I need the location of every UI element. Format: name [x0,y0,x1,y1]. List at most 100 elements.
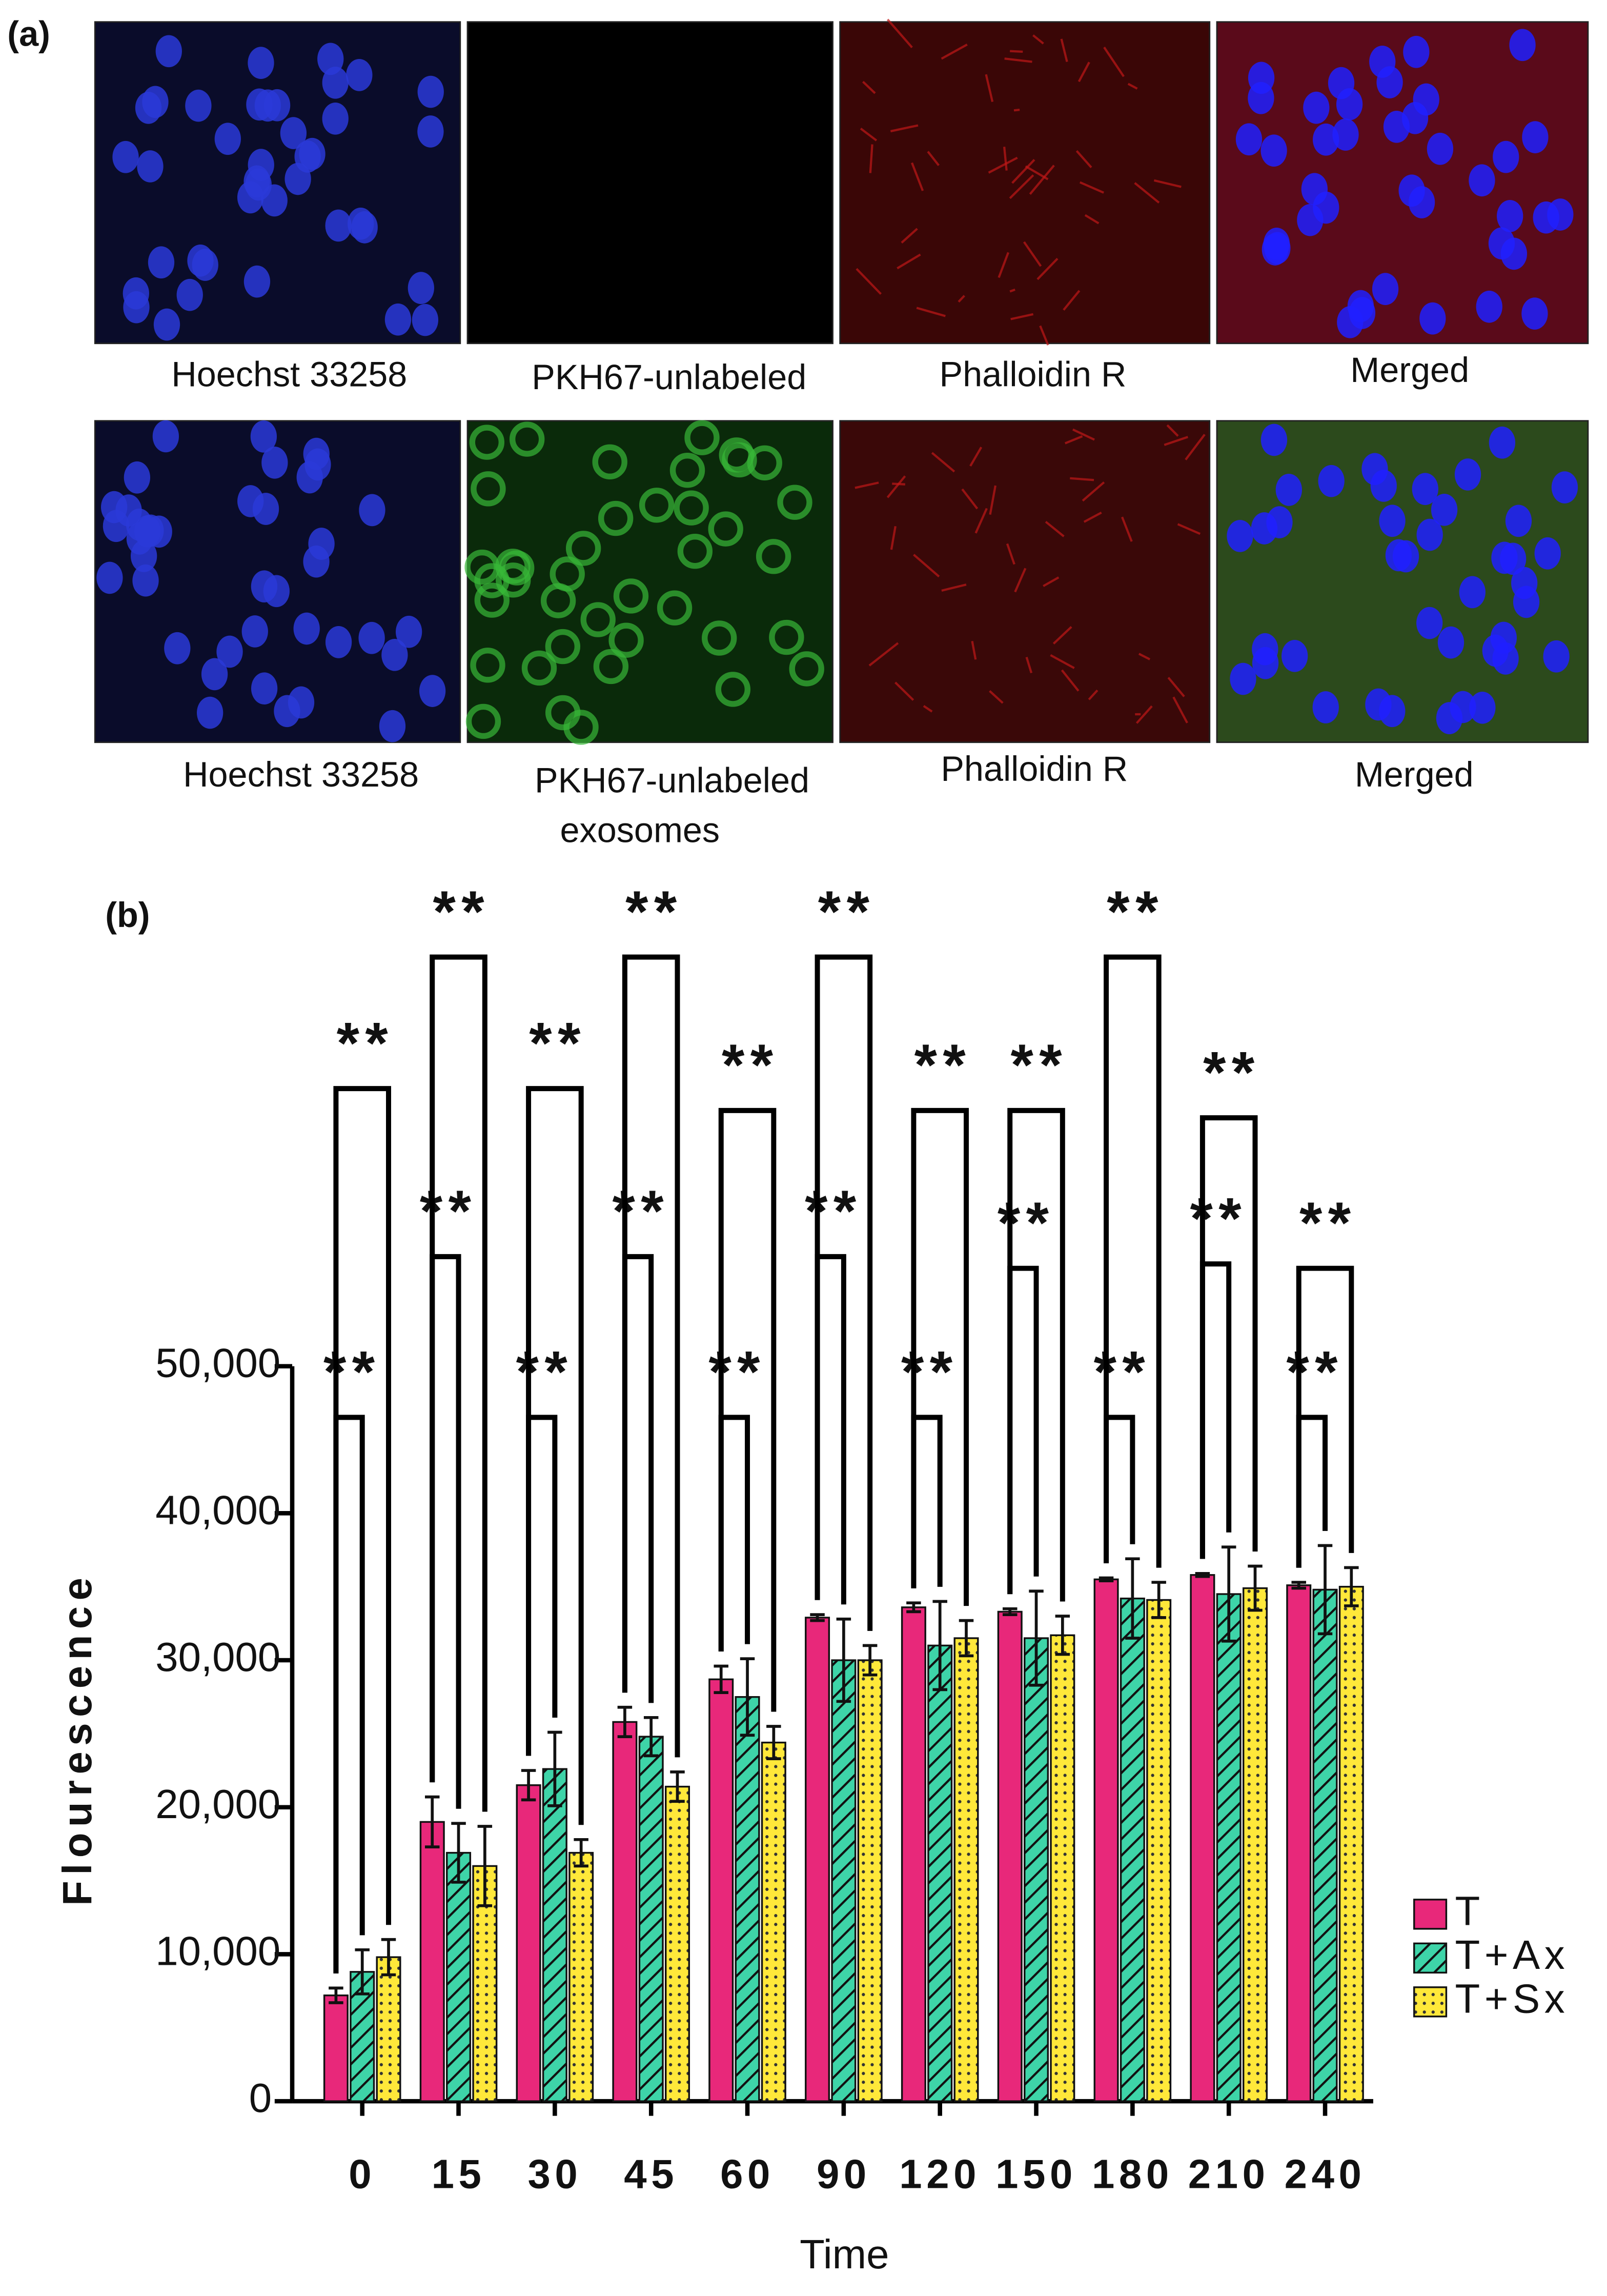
cell [769,619,804,655]
fiber [1063,290,1081,311]
nucleus [1263,227,1290,260]
cell [496,562,531,598]
nucleus [1332,118,1359,151]
bar [1286,1584,1312,2102]
nucleus [1547,198,1574,231]
nucleus [303,545,330,578]
x-axis-title: Time [800,2231,889,2277]
nucleus [1459,576,1486,609]
significance-label: ** [529,1011,586,1076]
cell [580,602,616,637]
cell [470,648,505,683]
caption: Merged [1350,351,1469,390]
bar [1242,1587,1268,2102]
nucleus [1416,518,1443,551]
nucleus [164,632,191,664]
fiber [856,268,882,295]
cell [677,533,713,569]
caption: Hoechst 33258 [183,755,419,794]
y-tick-label: 10,000 [155,1928,280,1973]
x-tick-label: 15 [432,2151,486,2197]
cell [684,420,720,455]
nucleus [243,265,271,298]
error-bar [1221,1545,1236,1643]
cell [708,511,743,547]
nucleus [1248,62,1275,94]
nucleus [237,485,264,517]
nucleus [358,621,385,654]
significance-label: ** [998,1191,1055,1256]
nucleus [187,244,214,277]
significance-label: ** [420,1179,477,1244]
cell [722,442,757,478]
fiber [855,481,879,489]
nucleus [280,117,307,149]
y-tick-label: 0 [249,2075,272,2121]
cell [474,582,510,618]
fiber [923,705,933,713]
nucleus [1260,424,1288,456]
nucleus [124,461,151,494]
nucleus [201,658,228,691]
fiber [1003,147,1008,171]
nucleus [1469,164,1495,197]
significance-label: ** [516,1340,574,1405]
cell [465,703,501,739]
nucleus [1476,290,1502,323]
fiber [1064,435,1083,445]
nucleus [1260,134,1287,167]
micrograph [839,420,1211,743]
significance-label: ** [1094,1340,1151,1405]
significance-bracket [1199,1261,1232,1559]
cell [592,444,627,480]
nucleus [1379,505,1406,537]
x-tick-label: 45 [624,2151,678,2197]
fiber [941,44,968,60]
x-tick-label: 120 [899,2151,981,2197]
significance-label: ** [433,879,490,944]
nucleus [153,308,180,341]
fiber [897,253,921,270]
nucleus [384,303,412,336]
fiber [1032,34,1044,45]
error-bar [521,1769,536,1802]
significance-bracket [718,1107,777,1712]
caption: PKH67-unlabeled [535,761,809,800]
fiber [1060,38,1068,62]
fiber [911,162,924,191]
nucleus [1275,474,1303,506]
fiber [1061,669,1080,692]
nucleus [1372,273,1399,306]
significance-label: ** [914,1033,972,1098]
nucleus [123,291,150,324]
x-tick-label: 150 [995,2151,1077,2197]
fiber [1166,424,1179,437]
fiber [931,452,955,473]
cell [495,549,531,584]
fiber [1010,313,1034,320]
fiber [1172,696,1188,723]
cell [702,620,737,656]
significance-bracket [526,1415,558,1756]
nucleus [1482,634,1509,667]
significance-label: ** [1190,1186,1247,1251]
cell [509,421,545,457]
nucleus [115,494,142,527]
fiber [901,228,918,244]
fiber [1077,62,1090,83]
fiber [1045,520,1065,537]
bar [376,1956,401,2102]
error-bar [355,1948,370,1996]
error-bar [1344,1566,1359,1607]
fiber [1023,241,1042,267]
x-tick-label: 0 [349,2151,376,2197]
fiber [1025,165,1049,180]
error-bar [810,1613,825,1622]
bar [568,1851,594,2102]
nucleus [1383,110,1410,143]
error-bar [424,1795,440,1848]
error-bar [766,1725,781,1760]
fiber [1185,434,1206,460]
fiber [868,642,899,667]
nucleus [296,461,323,494]
